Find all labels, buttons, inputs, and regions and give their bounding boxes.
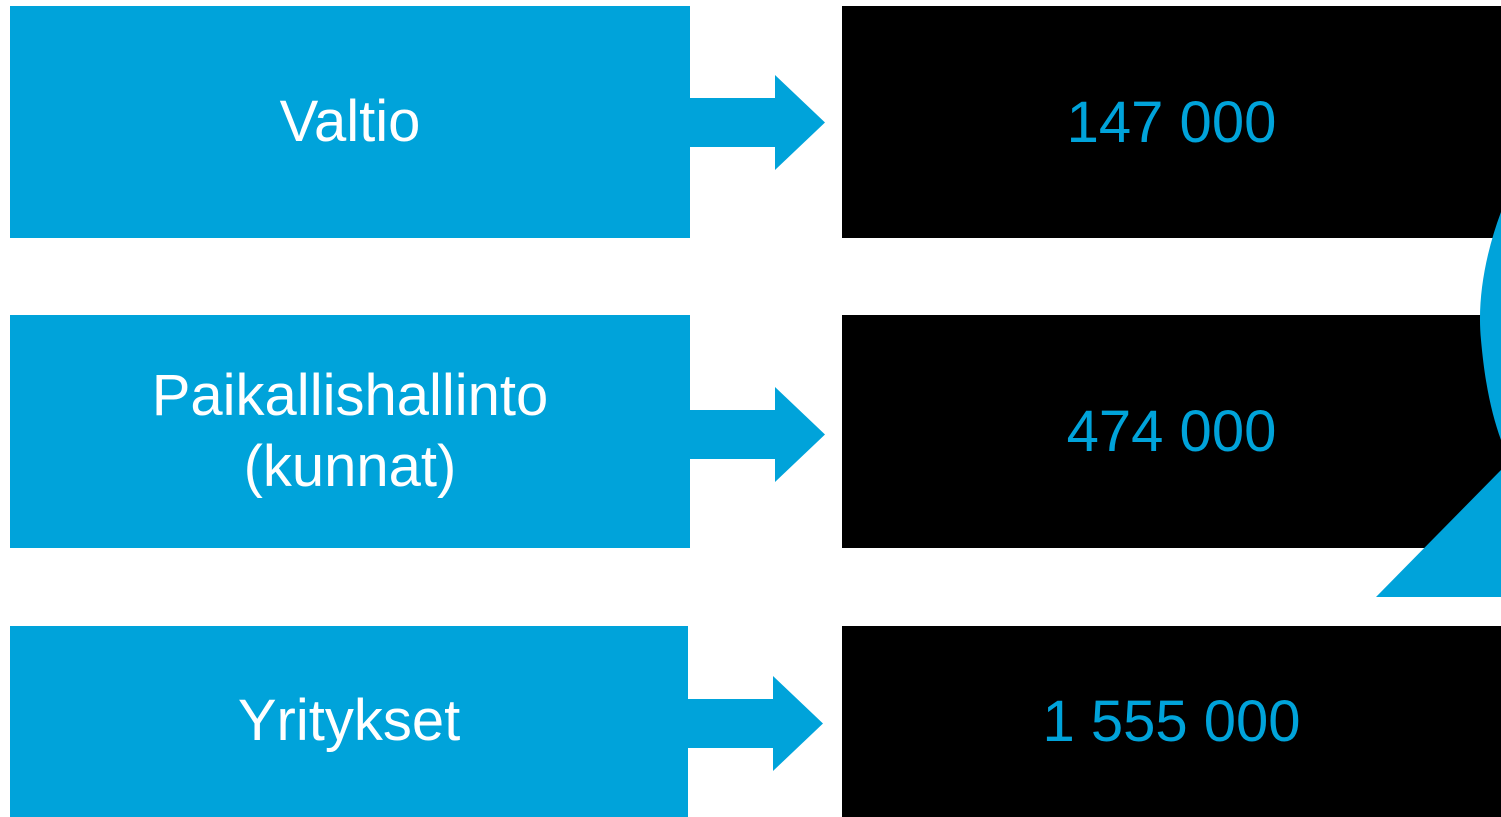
right-arrow-icon <box>690 387 825 482</box>
value-box: 147 000 <box>842 6 1501 238</box>
value-label: 1 555 000 <box>1042 689 1301 754</box>
value-label: 474 000 <box>1066 399 1277 464</box>
right-arrow-icon <box>690 75 825 170</box>
sector-label: Paikallishallinto <box>151 362 549 428</box>
right-arrow-icon <box>688 676 823 771</box>
sector-box: Yritykset <box>10 626 688 817</box>
sector-label: Yritykset <box>237 688 461 754</box>
value-box: 1 555 000 <box>842 626 1501 817</box>
sector-label-subtitle: (kunnat) <box>243 433 457 499</box>
sector-box: Valtio <box>10 6 690 238</box>
sector-label: Valtio <box>279 88 421 154</box>
sector-box: Paikallishallinto (kunnat) <box>10 315 690 548</box>
value-box: 474 000 <box>842 315 1501 548</box>
value-label: 147 000 <box>1066 89 1277 155</box>
